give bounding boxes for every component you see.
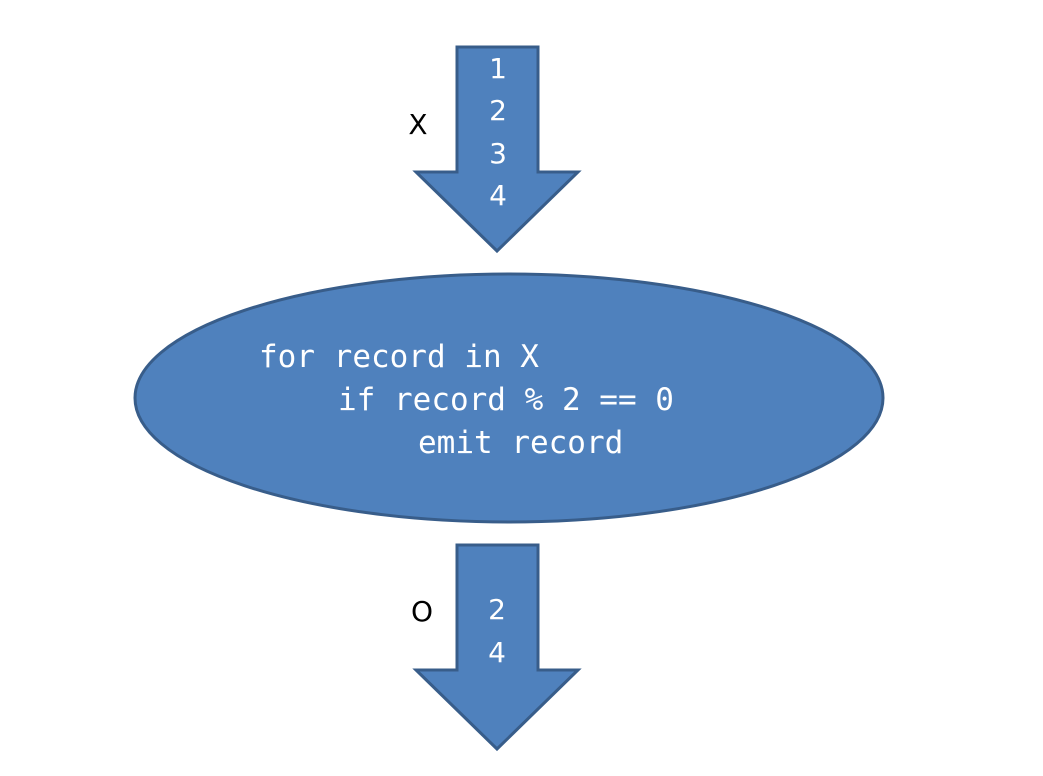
output-arrow bbox=[412, 543, 582, 752]
input-stream-label: X bbox=[408, 108, 427, 141]
input-value-2: 2 bbox=[489, 94, 507, 127]
input-stream: X 1 2 3 4 bbox=[408, 45, 582, 254]
input-arrow bbox=[412, 45, 582, 254]
code-line-emit: emit record bbox=[418, 425, 623, 461]
code-line-if: if record % 2 == 0 bbox=[338, 382, 674, 418]
output-stream: O 2 4 bbox=[411, 543, 582, 752]
code-line-for: for record in X bbox=[259, 339, 539, 375]
process-ellipse bbox=[133, 272, 885, 524]
output-stream-label: O bbox=[411, 595, 433, 628]
filter-process: for record in X if record % 2 == 0 emit … bbox=[133, 272, 885, 524]
input-value-3: 3 bbox=[489, 137, 507, 170]
input-value-1: 1 bbox=[489, 52, 507, 85]
input-value-4: 4 bbox=[489, 179, 507, 212]
output-value-2: 2 bbox=[488, 593, 506, 626]
output-value-4: 4 bbox=[488, 636, 506, 669]
